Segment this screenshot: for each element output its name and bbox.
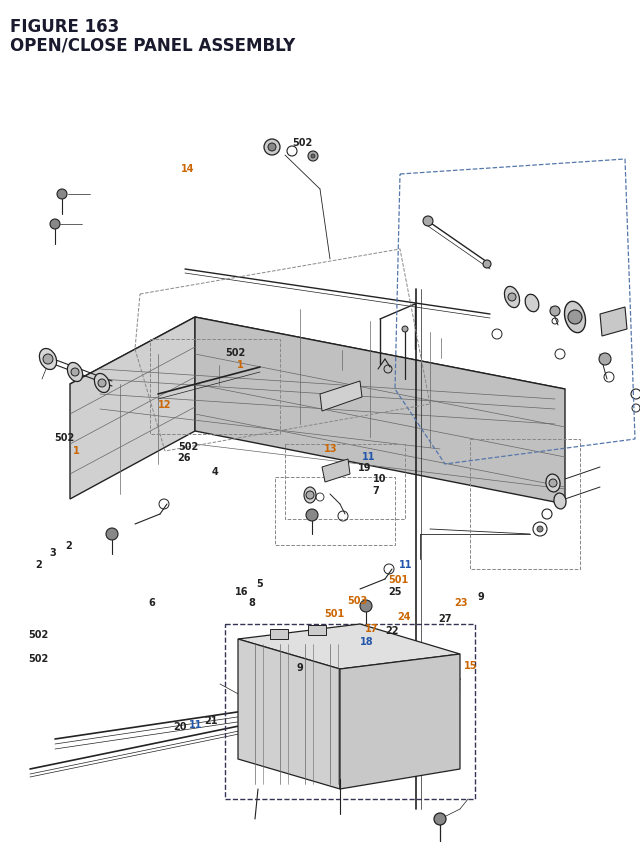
Text: 502: 502 [292,138,312,148]
Text: 503: 503 [347,595,367,605]
Circle shape [423,217,433,226]
Text: 16: 16 [235,586,249,597]
Text: 1: 1 [74,445,80,455]
Circle shape [268,144,276,152]
Circle shape [434,813,446,825]
Text: 11: 11 [188,719,202,729]
Circle shape [71,369,79,376]
Polygon shape [322,460,350,482]
Ellipse shape [304,487,316,504]
Text: 502: 502 [28,629,49,640]
Ellipse shape [40,349,56,370]
Circle shape [550,307,560,317]
Polygon shape [320,381,362,412]
Text: 502: 502 [54,432,74,443]
Text: 5: 5 [256,578,262,588]
Circle shape [311,155,315,158]
Text: 25: 25 [388,586,402,597]
Text: 6: 6 [148,597,155,607]
Ellipse shape [67,363,83,382]
Polygon shape [340,654,460,789]
Polygon shape [238,624,460,669]
Text: 11: 11 [399,559,413,569]
Polygon shape [70,318,565,455]
Text: 2: 2 [35,559,42,569]
Ellipse shape [554,493,566,510]
Text: 4: 4 [212,466,218,476]
Text: 18: 18 [360,636,374,647]
Circle shape [599,354,611,366]
Text: 26: 26 [177,452,191,462]
Text: 24: 24 [397,611,412,622]
Text: 7: 7 [372,486,380,496]
Bar [275,478,395,545]
Text: 15: 15 [464,660,478,671]
Text: 17: 17 [364,623,378,634]
Circle shape [57,189,67,200]
Text: 9: 9 [296,662,303,672]
Circle shape [308,152,318,162]
Polygon shape [600,307,627,337]
Circle shape [43,355,53,364]
Bar [225,624,475,799]
Text: 22: 22 [385,625,399,635]
Ellipse shape [94,374,109,393]
Text: 20: 20 [173,721,188,731]
Bar [270,629,288,639]
Text: FIGURE 163: FIGURE 163 [10,18,119,36]
Bar [150,339,280,435]
Text: 8: 8 [248,598,255,608]
Ellipse shape [525,295,539,313]
Bar [285,444,405,519]
Circle shape [264,139,280,156]
Circle shape [106,529,118,541]
Text: 1: 1 [237,360,243,370]
Text: 11: 11 [362,451,375,461]
Circle shape [50,220,60,230]
Text: 14: 14 [181,164,195,174]
Circle shape [306,510,318,522]
Bar [308,625,326,635]
Text: 10: 10 [372,474,386,484]
Text: 21: 21 [204,715,218,725]
Text: 13: 13 [323,443,337,454]
Text: 3: 3 [50,547,56,557]
Text: 12: 12 [158,400,172,410]
Circle shape [508,294,516,301]
Text: 501: 501 [388,574,408,585]
Polygon shape [238,639,340,789]
Text: 9: 9 [478,592,484,602]
Circle shape [306,492,314,499]
Circle shape [568,311,582,325]
Text: OPEN/CLOSE PANEL ASSEMBLY: OPEN/CLOSE PANEL ASSEMBLY [10,36,295,54]
Circle shape [360,600,372,612]
Text: 502: 502 [178,441,198,451]
Text: 19: 19 [358,462,372,473]
Circle shape [483,261,491,269]
Circle shape [549,480,557,487]
Ellipse shape [504,287,520,308]
Text: 502: 502 [225,348,245,358]
Polygon shape [70,318,195,499]
Polygon shape [195,318,565,505]
Bar [470,439,580,569]
Circle shape [537,526,543,532]
Ellipse shape [564,302,586,333]
Text: 23: 23 [454,598,468,608]
Ellipse shape [546,474,560,492]
Text: 502: 502 [28,653,49,663]
Circle shape [402,326,408,332]
Circle shape [98,380,106,387]
Text: 501: 501 [324,608,344,618]
Text: 2: 2 [66,540,72,550]
Text: 27: 27 [438,613,452,623]
